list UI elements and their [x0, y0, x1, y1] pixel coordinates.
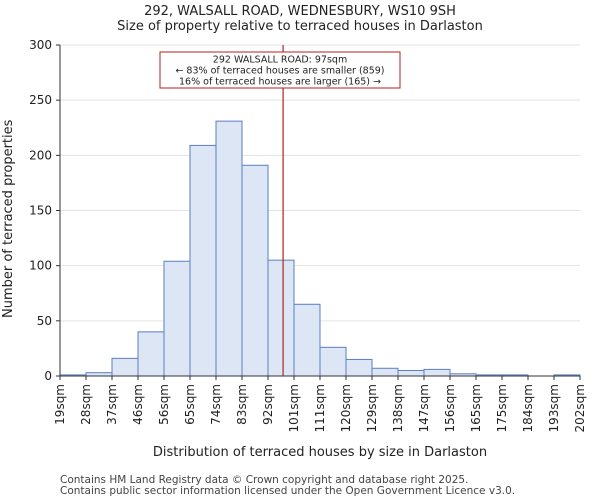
x-tick-label: 19sqm [53, 384, 67, 425]
chart-title: Size of property relative to terraced ho… [117, 19, 483, 34]
footer-copyright: Contains HM Land Registry data © Crown c… [60, 474, 469, 486]
x-tick-label: 156sqm [443, 384, 457, 432]
bar [111, 357, 139, 377]
bar [189, 144, 217, 377]
bar [293, 303, 321, 377]
chart-title-address: 292, WALSALL ROAD, WEDNESBURY, WS10 9SH [144, 4, 456, 19]
y-tick-label: 250 [29, 93, 52, 107]
x-tick-label: 74sqm [209, 384, 223, 425]
bar [163, 260, 191, 377]
x-tick-label: 46sqm [131, 384, 145, 425]
x-tick-label: 83sqm [235, 384, 249, 425]
x-axis-label: Distribution of terraced houses by size … [152, 445, 488, 460]
x-tick-label: 138sqm [391, 384, 405, 432]
x-tick-label: 193sqm [547, 384, 561, 432]
x-tick-label: 56sqm [157, 384, 171, 425]
bar [371, 367, 399, 377]
x-tick-label: 165sqm [469, 384, 483, 432]
bar [241, 164, 269, 377]
y-tick-label: 200 [29, 148, 52, 162]
x-tick-label: 184sqm [521, 384, 535, 432]
y-axis-label: Number of terraced properties [1, 119, 16, 318]
x-tick-label: 65sqm [183, 384, 197, 425]
bar [345, 358, 373, 377]
x-tick-label: 101sqm [287, 384, 301, 432]
y-tick-label: 100 [29, 259, 52, 273]
bar [397, 369, 425, 377]
bar [423, 368, 451, 377]
x-tick-label: 28sqm [79, 384, 93, 425]
bar [267, 259, 295, 377]
annotation-line: ← 83% of terraced houses are smaller (85… [175, 66, 384, 77]
annotation-line: 16% of terraced houses are larger (165) … [179, 77, 381, 88]
annotation-line: 292 WALSALL ROAD: 97sqm [213, 55, 347, 66]
y-tick-label: 0 [44, 369, 52, 383]
annotation-box [159, 51, 401, 89]
bar [319, 346, 347, 377]
bar [137, 331, 165, 377]
x-tick-label: 120sqm [339, 384, 353, 432]
footer-licence: Contains public sector information licen… [60, 485, 516, 497]
x-tick-label: 37sqm [105, 384, 119, 425]
y-tick-label: 50 [37, 314, 52, 328]
y-tick-label: 150 [29, 204, 52, 218]
x-tick-label: 92sqm [261, 384, 275, 425]
x-tick-label: 129sqm [365, 384, 379, 432]
y-tick-label: 300 [29, 38, 52, 52]
x-tick-label: 147sqm [417, 384, 431, 432]
x-tick-label: 175sqm [495, 384, 509, 432]
x-tick-label: 202sqm [573, 384, 587, 432]
x-tick-label: 111sqm [313, 384, 327, 432]
bar [215, 120, 243, 377]
